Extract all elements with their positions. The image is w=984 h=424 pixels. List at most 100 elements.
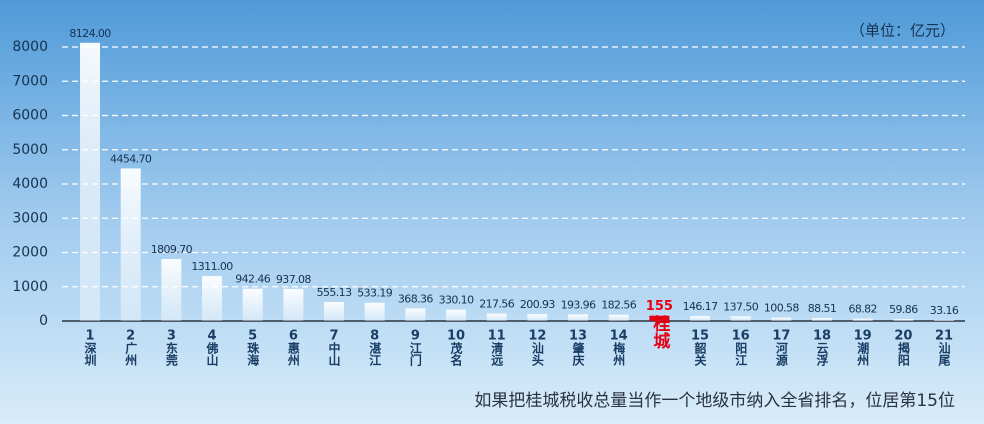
y-tick-label: 3000: [12, 210, 48, 226]
rank-label: 6: [289, 329, 298, 344]
rank-label: 18: [813, 329, 831, 344]
rank-label: 20: [894, 329, 912, 344]
value-label: 182.56: [601, 299, 636, 312]
rank-label: 13: [569, 329, 587, 344]
value-label: 68.82: [848, 303, 877, 316]
bar: [486, 313, 507, 321]
x-tick-label: 佛山: [205, 341, 219, 367]
rank-label: 1: [86, 329, 95, 344]
x-tick-label: 深圳: [83, 341, 97, 367]
bar: [527, 314, 548, 321]
x-tick-label: 肇庆: [571, 341, 585, 367]
value-label: 88.51: [808, 302, 837, 315]
y-tick-label: 2000: [12, 245, 48, 261]
bar: [649, 315, 670, 321]
x-tick-label: 云浮: [815, 342, 829, 367]
x-tick-label: 惠州: [286, 341, 300, 367]
rank-label: 2: [126, 329, 135, 344]
bar: [771, 317, 792, 321]
x-tick-label: 广州: [124, 341, 138, 367]
rank-label: 8: [370, 329, 379, 344]
x-tick-label: 桂城: [649, 314, 671, 350]
rank-label: 10: [447, 329, 465, 344]
x-tick-label: 珠海: [246, 341, 260, 367]
y-tick-label: 6000: [12, 108, 48, 124]
unit-note: （单位：亿元）: [850, 22, 955, 40]
x-tick-label: 江门: [408, 341, 422, 367]
y-tick-label: 5000: [12, 142, 48, 158]
bar: [812, 317, 833, 321]
value-label: 330.10: [439, 294, 474, 307]
bar: [80, 42, 101, 322]
value-label: 533.19: [357, 287, 392, 300]
value-label: 4454.70: [110, 152, 152, 165]
x-tick-label: 清远: [490, 341, 504, 367]
value-label: 193.96: [561, 298, 596, 311]
rank-label: 21: [935, 329, 953, 344]
value-label: 155: [646, 299, 673, 314]
value-label: 555.13: [317, 286, 352, 299]
rank-label: 16: [732, 329, 750, 344]
bar: [405, 308, 426, 321]
x-tick-label: 汕头: [530, 341, 544, 367]
x-tick-label: 阳江: [734, 341, 748, 367]
bar: [568, 314, 589, 321]
value-label: 368.36: [398, 292, 433, 305]
x-tick-label: 梅州: [612, 341, 626, 367]
x-tick-label: 茂名: [449, 341, 463, 367]
value-label: 146.17: [683, 300, 718, 313]
value-label: 937.08: [276, 273, 311, 286]
y-tick-label: 1000: [12, 279, 48, 295]
bar: [120, 168, 141, 321]
rank-label: 7: [330, 329, 339, 344]
bar: [852, 318, 873, 321]
y-tick-label: 0: [39, 313, 48, 329]
x-tick-label: 东莞: [164, 341, 178, 367]
x-tick-label: 韶关: [693, 341, 707, 367]
rank-label: 3: [167, 329, 176, 344]
rank-label: 19: [854, 329, 872, 344]
footnote: 如果把桂城税收总量当作一个地级市纳入全省排名，位居第15位: [474, 391, 955, 411]
bar: [202, 276, 223, 321]
value-label: 217.56: [479, 298, 514, 311]
bar: [608, 314, 629, 321]
y-tick-label: 4000: [12, 176, 48, 192]
value-label: 1809.70: [151, 243, 193, 256]
rank-label: 5: [248, 329, 257, 344]
rank-label: 11: [488, 329, 506, 344]
rank-label: 14: [610, 329, 628, 344]
y-tick-label: 8000: [12, 39, 48, 55]
bar: [934, 319, 955, 321]
rank-label: 15: [691, 329, 709, 344]
bar: [364, 302, 385, 321]
bar: [893, 318, 914, 321]
value-label: 942.46: [235, 273, 270, 286]
value-label: 100.58: [764, 302, 799, 315]
value-label: 200.93: [520, 298, 555, 311]
x-tick-label: 潮州: [856, 341, 870, 367]
value-label: 8124.00: [69, 27, 111, 40]
rank-label: 12: [528, 329, 546, 344]
bar: [324, 301, 345, 321]
x-tick-label: 揭阳: [896, 341, 910, 367]
bar: [161, 259, 182, 321]
y-tick-label: 7000: [12, 73, 48, 89]
bar: [730, 316, 751, 321]
rank-label: 17: [772, 329, 790, 344]
value-label: 59.86: [889, 303, 918, 316]
x-tick-label: 湛江: [368, 341, 382, 367]
x-tick-label: 汕尾: [937, 341, 951, 367]
bar: [446, 309, 467, 321]
bar: [242, 288, 263, 321]
rank-label: 4: [208, 329, 217, 344]
x-tick-label: 中山: [327, 341, 341, 367]
bar: [283, 288, 304, 321]
rank-label: 9: [411, 329, 420, 344]
value-label: 137.50: [723, 300, 758, 313]
x-tick-label: 河源: [774, 341, 788, 367]
value-label: 1311.00: [191, 260, 233, 273]
bar: [690, 315, 711, 321]
value-label: 33.16: [930, 304, 959, 317]
